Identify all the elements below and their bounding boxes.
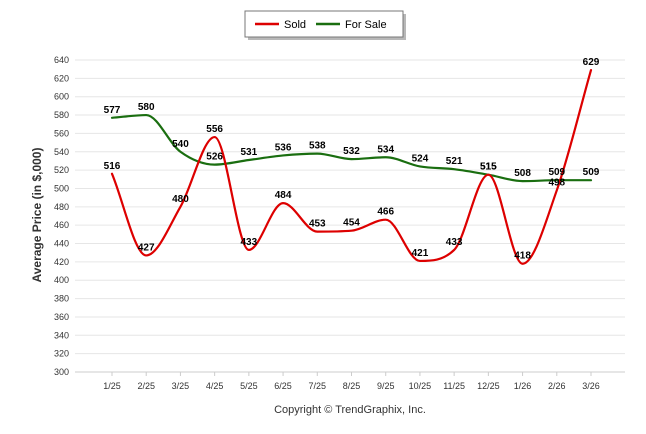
- series-line-sold: [110, 68, 593, 265]
- x-tick-label: 10/25: [409, 381, 432, 391]
- x-tick-label: 4/25: [206, 381, 224, 391]
- data-label-for-sale: 532: [343, 146, 360, 157]
- y-tick-label: 340: [54, 330, 69, 340]
- data-label-sold: 556: [206, 124, 223, 135]
- data-label-for-sale: 515: [480, 162, 497, 173]
- y-tick-label: 620: [54, 73, 69, 83]
- data-label-sold: 629: [583, 57, 600, 68]
- data-label-for-sale: 538: [309, 141, 326, 152]
- y-tick-label: 500: [54, 183, 69, 193]
- y-axis-title: Average Price (in $,000): [30, 148, 44, 283]
- data-label-sold: 427: [138, 242, 155, 253]
- data-label-for-sale: 531: [241, 147, 258, 158]
- x-tick-label: 1/25: [103, 381, 121, 391]
- legend: Sold For Sale: [244, 10, 406, 40]
- series-line-for-sale: [110, 113, 593, 183]
- x-tick-label: 11/25: [443, 381, 465, 391]
- x-tick-label: 6/25: [274, 381, 292, 391]
- series-layer: [110, 68, 593, 265]
- y-tick-label: 480: [54, 202, 69, 212]
- data-label-sold: 421: [412, 248, 429, 259]
- x-tick-label: 2/25: [137, 381, 155, 391]
- x-tick-label: 3/25: [172, 381, 190, 391]
- axis-layer: 3003203403603804004204404604805005205405…: [54, 55, 625, 391]
- data-label-for-sale: 508: [514, 168, 531, 179]
- data-label-sold: 516: [104, 161, 121, 172]
- data-label-for-sale: 540: [172, 139, 189, 150]
- y-tick-label: 460: [54, 220, 69, 230]
- data-label-sold: 433: [241, 237, 258, 248]
- x-tick-label: 2/26: [548, 381, 566, 391]
- y-tick-label: 440: [54, 239, 69, 249]
- x-tick-label: 5/25: [240, 381, 258, 391]
- data-label-sold: 484: [275, 190, 292, 201]
- y-tick-label: 400: [54, 275, 69, 285]
- y-tick-label: 300: [54, 367, 69, 377]
- data-label-for-sale: 524: [412, 153, 429, 164]
- y-tick-label: 600: [54, 92, 69, 102]
- data-label-sold: 480: [172, 194, 189, 205]
- y-tick-label: 580: [54, 110, 69, 120]
- data-label-sold: 515: [480, 162, 497, 173]
- data-label-for-sale: 536: [275, 142, 292, 153]
- y-tick-label: 360: [54, 312, 69, 322]
- data-label-for-sale: 509: [583, 167, 600, 178]
- x-tick-label: 7/25: [309, 381, 327, 391]
- data-label-for-sale: 526: [206, 152, 223, 163]
- x-tick-label: 8/25: [343, 381, 361, 391]
- data-label-sold: 454: [343, 218, 360, 229]
- x-tick-label: 1/26: [514, 381, 532, 391]
- y-tick-label: 420: [54, 257, 69, 267]
- y-tick-label: 560: [54, 128, 69, 138]
- data-label-for-sale: 509: [548, 167, 565, 178]
- data-label-for-sale: 521: [446, 156, 463, 167]
- grid-layer: [75, 59, 625, 373]
- data-label-sold: 466: [377, 207, 394, 218]
- x-tick-label: 9/25: [377, 381, 395, 391]
- data-label-layer: 516 427 480 556 433 484 453 454 466 421 433 515 418 4…: [104, 57, 600, 262]
- y-tick-label: 640: [54, 55, 69, 65]
- data-label-sold: 453: [309, 219, 326, 230]
- data-label-for-sale: 577: [104, 105, 121, 116]
- data-label-sold: 498: [548, 177, 565, 188]
- legend-label-sold: Sold: [284, 19, 306, 31]
- data-label-for-sale: 534: [377, 144, 394, 155]
- data-label-for-sale: 580: [138, 102, 155, 113]
- data-label-sold: 433: [446, 237, 463, 248]
- y-tick-label: 540: [54, 147, 69, 157]
- x-tick-label: 12/25: [477, 381, 500, 391]
- y-tick-label: 320: [54, 349, 69, 359]
- x-tick-label: 3/26: [582, 381, 600, 391]
- y-tick-label: 380: [54, 294, 69, 304]
- data-label-sold: 418: [514, 251, 531, 262]
- y-tick-label: 520: [54, 165, 69, 175]
- legend-label-for-sale: For Sale: [345, 19, 387, 31]
- copyright-credit: Copyright © TrendGraphix, Inc.: [274, 404, 426, 416]
